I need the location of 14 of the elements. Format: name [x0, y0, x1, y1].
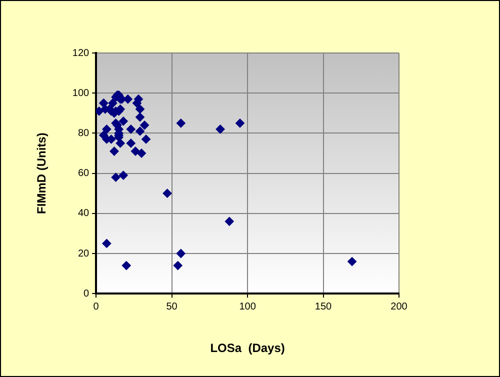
y-tick-label: 0	[84, 288, 90, 300]
y-tick-label: 100	[72, 88, 90, 99]
y-tick-label: 80	[78, 128, 90, 139]
y-tick-label: 20	[78, 248, 90, 260]
x-tick-label: 100	[239, 301, 256, 312]
y-tick-label: 120	[72, 48, 90, 59]
x-tick-label: 150	[314, 301, 332, 312]
x-tick-label: 50	[166, 301, 178, 312]
y-tick-label: 40	[78, 208, 90, 220]
x-tick-label: 200	[390, 301, 408, 312]
x-axis-title: LOSa (Days)	[210, 341, 285, 356]
y-tick-label: 60	[78, 168, 90, 180]
y-axis-title: FIMmD (Units)	[34, 132, 49, 214]
x-tick-label: 0	[93, 301, 100, 312]
